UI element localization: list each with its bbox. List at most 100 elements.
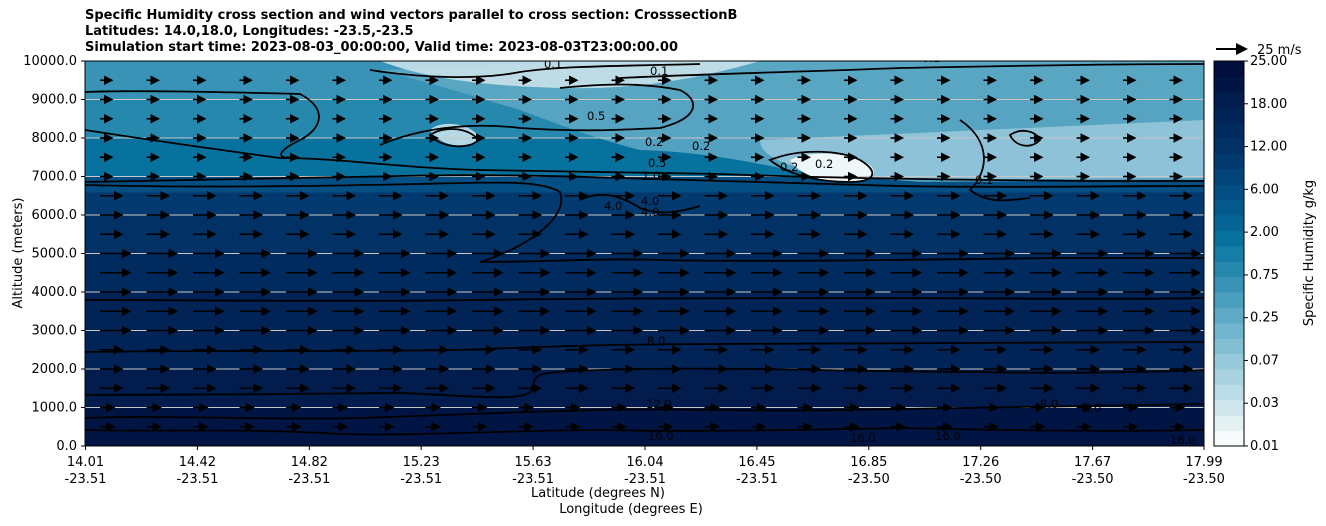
colorbar-swatch <box>1214 61 1244 77</box>
colorbar-swatch <box>1214 369 1244 385</box>
colorbar-swatch <box>1214 168 1244 185</box>
x-tick-label-longitude: -23.51 <box>288 472 330 487</box>
wind-vectors <box>100 75 1202 432</box>
x-tick-label-latitude: 17.99 <box>1185 455 1222 470</box>
colorbar-swatch <box>1214 415 1244 432</box>
x-tick-label-latitude: 14.82 <box>291 455 328 470</box>
contour-label: 0.1 <box>922 51 940 65</box>
colorbar-tick-label: 0.07 <box>1250 353 1279 368</box>
y-tick-label: 2000.0 <box>32 362 78 377</box>
contour-label: 0.1 <box>544 57 562 71</box>
y-tick-label: 4000.0 <box>32 285 78 300</box>
contour-line <box>85 90 320 160</box>
x-tick-label-latitude: 17.67 <box>1074 455 1111 470</box>
x-tick-label-latitude: 16.85 <box>850 455 887 470</box>
colorbar-swatch <box>1214 107 1244 124</box>
y-tick-label: 10000.0 <box>23 54 77 69</box>
x-axis-label-latitude: Latitude (degrees N) <box>531 486 665 501</box>
colorbar-swatch <box>1214 153 1244 170</box>
colorbar-swatch <box>1214 199 1244 216</box>
x-tick-label-latitude: 15.63 <box>514 455 551 470</box>
y-axis-label: Altitude (meters) <box>11 198 26 309</box>
colorbar-label: Specific Humidity g/kg <box>1302 180 1317 326</box>
quiver-key-label: 25 m/s <box>1257 43 1302 58</box>
contour-label: 0.2 <box>645 135 663 149</box>
contour-label: 0.2 <box>780 160 798 174</box>
x-tick-label-longitude: -23.51 <box>400 472 442 487</box>
colorbar-swatch <box>1214 384 1244 401</box>
colorbar-tick-label: 6.00 <box>1250 182 1279 197</box>
colorbar-swatch <box>1214 276 1244 293</box>
contour-line <box>85 367 1204 399</box>
contour-label: 16.0 <box>935 429 961 443</box>
contour-label: 16.0 <box>648 429 674 443</box>
x-tick-label-longitude: -23.51 <box>736 472 778 487</box>
y-tick-label: 9000.0 <box>32 93 78 108</box>
x-axis: 14.01 -23.51 14.42 -23.51 14.82 -23.51 15.23 -2… <box>65 446 1225 487</box>
contour-label: 8.0 <box>1040 397 1058 411</box>
contour-label: 16.0 <box>1170 433 1196 447</box>
contour-line <box>369 63 701 78</box>
colorbar-swatch <box>1214 338 1244 355</box>
x-tick-label-longitude: -23.50 <box>1072 472 1114 487</box>
colorbar-swatch <box>1214 122 1244 139</box>
x-tick-label-longitude: -23.51 <box>624 472 666 487</box>
contour-line <box>85 297 1204 302</box>
colorbar-swatch <box>1214 138 1244 154</box>
contour-line <box>85 341 1204 353</box>
colorbar-swatch <box>1214 215 1244 231</box>
humidity-band <box>85 426 1204 446</box>
colorbar-swatch <box>1214 184 1244 201</box>
contour-label: 1.0 <box>642 169 660 183</box>
contour-label: 0.2 <box>815 157 833 171</box>
x-tick-label-latitude: 16.04 <box>626 455 663 470</box>
colorbar-tick-label: 0.25 <box>1250 311 1279 326</box>
y-tick-label: 8000.0 <box>32 131 78 146</box>
x-tick-label-latitude: 16.45 <box>738 455 775 470</box>
contour-label: 0.5 <box>648 156 666 170</box>
colorbar-swatch <box>1214 91 1244 108</box>
colorbar-swatch <box>1214 76 1244 93</box>
contour-line <box>85 403 1204 420</box>
colorbar-tick-label: 0.03 <box>1250 396 1279 411</box>
contour-label: 0.2 <box>692 139 710 153</box>
colorbar-swatch <box>1214 322 1244 339</box>
colorbar-tick-label: 0.01 <box>1250 439 1279 454</box>
x-tick-label-latitude: 17.26 <box>962 455 999 470</box>
contour-line <box>619 63 1204 79</box>
contour-label: 8.0 <box>647 334 665 348</box>
contour-label: 0.1 <box>975 173 993 187</box>
contour-label: 0.5 <box>587 109 605 123</box>
y-tick-label: 7000.0 <box>32 170 78 185</box>
quiver-key: 25 m/s <box>1216 43 1302 58</box>
contour-label: 4.0 <box>641 194 659 208</box>
x-tick-label-longitude: -23.51 <box>176 472 218 487</box>
humidity-band <box>85 330 1204 370</box>
x-axis-label-longitude: Longitude (degrees E) <box>559 502 703 517</box>
chart-title-line-2: Latitudes: 14.0,18.0, Longitudes: -23.5,… <box>85 24 414 39</box>
x-tick-label-longitude: -23.51 <box>512 472 554 487</box>
y-tick-label: 5000.0 <box>32 247 78 262</box>
y-tick-label: 6000.0 <box>32 208 78 223</box>
x-tick-label-latitude: 14.42 <box>179 455 216 470</box>
y-tick-label: 0.0 <box>56 439 77 454</box>
x-tick-label-latitude: 14.01 <box>67 455 104 470</box>
plot-area: 0.10.1 0.10.2 0.20.2 0.20.50.51.04.04.0 4.08… <box>85 51 1204 447</box>
humidity-band <box>85 369 1204 408</box>
x-tick-label-longitude: -23.50 <box>848 472 890 487</box>
colorbar-tick-label: 0.75 <box>1250 268 1279 283</box>
colorbar-tick-label: 18.00 <box>1250 97 1287 112</box>
colorbar-tick-label: 12.00 <box>1250 140 1287 155</box>
humidity-band <box>85 215 1204 254</box>
colorbar-frame <box>1213 60 1245 447</box>
colorbar-swatch <box>1214 261 1244 278</box>
y-tick-label: 1000.0 <box>32 401 78 416</box>
x-tick-label-longitude: -23.51 <box>65 472 107 487</box>
humidity-band <box>85 191 1204 216</box>
chart-title-line-3: Simulation start time: 2023-08-03_00:00:… <box>85 40 678 55</box>
colorbar-tick-label: 2.00 <box>1250 225 1279 240</box>
colorbar-swatch <box>1214 399 1244 416</box>
contour-line <box>379 83 695 146</box>
contour-lines <box>85 63 1204 436</box>
